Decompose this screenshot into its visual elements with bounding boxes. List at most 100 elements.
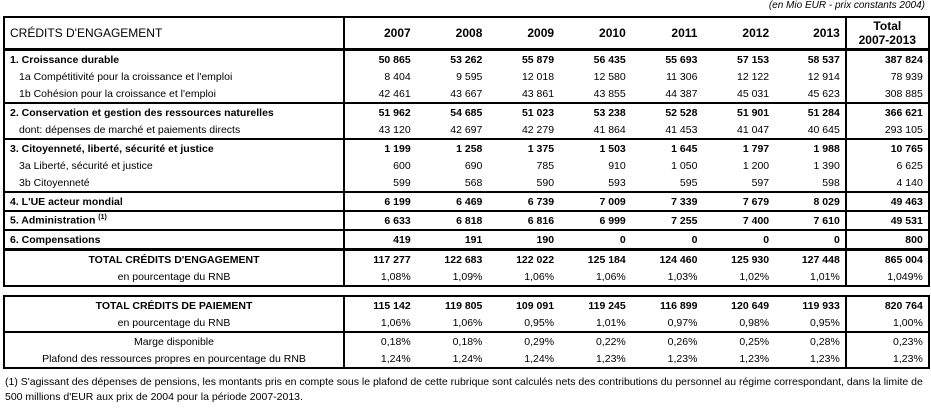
row-label: 1. Croissance durable	[4, 49, 345, 68]
value-cell: 51 901	[702, 102, 775, 121]
year-header: 2011	[630, 17, 703, 51]
value-cell: 1,06%	[380, 316, 411, 329]
row-label-text: TOTAL CRÉDITS D'ENGAGEMENT	[88, 253, 260, 266]
value-cell: 53 238	[559, 102, 631, 121]
value-cell: 0,22%	[559, 331, 631, 350]
value-cell: 43 855	[593, 87, 626, 100]
value-cell: 1,03%	[667, 270, 698, 283]
commitments-table: CRÉDITS D'ENGAGEMENT 2007 2008 2009 2010…	[3, 16, 930, 287]
total-header-line2: 2007-2013	[858, 33, 916, 47]
value-cell: 1 988	[774, 138, 846, 157]
value-cell: 120 649	[731, 299, 770, 312]
value-cell: 7 679	[702, 191, 775, 211]
table-row: Plafond des ressources propres en pource…	[4, 350, 929, 368]
value-cell: 0,18%	[344, 331, 416, 350]
value-cell: 6 199	[344, 191, 416, 211]
value-cell: 6 816	[487, 210, 560, 230]
value-cell: 910	[608, 159, 626, 172]
value-cell: 119 245	[588, 299, 626, 312]
value-cell: 54 685	[415, 102, 488, 121]
value-cell: 51 962	[344, 102, 416, 121]
row-label: en pourcentage du RNB	[4, 314, 345, 332]
value-cell: 1,23%	[595, 352, 626, 365]
value-cell: 1,09%	[452, 270, 483, 283]
value-cell: 1 200	[742, 159, 770, 172]
table-row: TOTAL CRÉDITS D'ENGAGEMENT 117 277 122 683…	[4, 248, 929, 268]
value-cell: 1 258	[415, 138, 488, 157]
value-cell: 1,06%	[595, 270, 626, 283]
value-cell: 109 091	[516, 299, 555, 312]
row-label: 6. Compensations	[4, 229, 345, 250]
value-cell: 119 805	[444, 299, 483, 312]
year-header: 2008	[415, 17, 488, 51]
value-cell: 0,26%	[630, 331, 703, 350]
value-cell: 127 448	[774, 248, 846, 268]
value-cell: 0,95%	[810, 316, 840, 329]
value-cell: 1 390	[813, 159, 840, 172]
row-label-text: TOTAL CRÉDITS DE PAIEMENT	[95, 299, 253, 312]
value-cell: 43 120	[378, 123, 411, 136]
value-cell: 12 914	[807, 70, 840, 83]
total-cell: 78 939	[844, 68, 929, 85]
row-label-text: en pourcentage du RNB	[117, 270, 231, 283]
value-cell: 122 022	[487, 248, 560, 268]
value-cell: 6 999	[559, 210, 631, 230]
table-row: en pourcentage du RNB 1,08% 1,09% 1,06% 1,06…	[4, 268, 929, 286]
value-cell: 6 739	[487, 191, 560, 211]
value-cell: 1 797	[702, 138, 775, 157]
value-cell: 1,02%	[739, 270, 770, 283]
row-label: 5. Administration (1)	[4, 210, 345, 230]
row-label-text: 1. Croissance durable	[10, 53, 120, 66]
value-cell: 1 375	[487, 138, 560, 157]
total-header-line1: Total	[873, 19, 902, 33]
value-cell: 119 933	[802, 299, 840, 312]
table-row: 1a Compétitivité pour la croissance et l…	[4, 68, 929, 85]
value-cell: 57 153	[737, 53, 770, 66]
value-cell: 55 879	[521, 53, 555, 66]
table-row: 3a Liberté, sécurité et justice 600 690 785…	[4, 157, 929, 174]
value-cell: 1,01%	[595, 316, 626, 329]
value-cell: 9 595	[456, 70, 483, 83]
value-cell: 593	[608, 176, 626, 189]
row-label-text: 3b Citoyenneté	[19, 176, 90, 189]
value-cell: 122 683	[415, 248, 488, 268]
value-cell: 1,23%	[810, 352, 840, 365]
year-header: 2013	[774, 17, 846, 51]
footnote: (1) S'agissant des dépenses de pensions,…	[5, 376, 923, 403]
total-cell: 800	[844, 229, 929, 250]
header-label: CRÉDITS D'ENGAGEMENT	[4, 17, 345, 51]
value-cell: 50 865	[378, 53, 411, 66]
value-cell: 125 930	[702, 248, 775, 268]
value-cell: 40 645	[807, 123, 840, 136]
value-cell: 117 277	[344, 248, 416, 268]
value-cell: 0,25%	[702, 331, 775, 350]
value-cell: 1,24%	[380, 352, 411, 365]
row-label: Marge disponible	[4, 331, 345, 350]
total-cell: 10 765	[844, 138, 929, 157]
value-cell: 1,24%	[452, 352, 483, 365]
total-cell: 366 621	[844, 102, 929, 121]
table-header: CRÉDITS D'ENGAGEMENT 2007 2008 2009 2010…	[4, 17, 929, 51]
value-cell: 0,18%	[415, 331, 488, 350]
total-cell: 49 463	[844, 191, 929, 211]
value-cell: 55 693	[665, 53, 698, 66]
value-cell: 0,98%	[739, 316, 770, 329]
row-label: 1a Compétitivité pour la croissance et l…	[4, 68, 345, 85]
row-label-text: 4. L'UE acteur mondial	[10, 195, 123, 208]
total-cell: 865 004	[844, 248, 929, 268]
value-cell: 419	[344, 229, 416, 250]
year-header: 2012	[702, 17, 775, 51]
row-label: 4. L'UE acteur mondial	[4, 191, 345, 211]
total-header: Total 2007-2013	[844, 17, 929, 51]
value-cell: 42 697	[450, 123, 483, 136]
value-cell: 42 279	[521, 123, 555, 136]
value-cell: 0,97%	[667, 316, 698, 329]
total-cell: 1,00%	[844, 314, 929, 332]
value-cell: 7 400	[702, 210, 775, 230]
total-cell: 387 824	[844, 49, 929, 68]
table-row: 2. Conservation et gestion des ressource…	[4, 102, 929, 121]
value-cell: 1 199	[344, 138, 416, 157]
row-label: Plafond des ressources propres en pource…	[4, 350, 345, 368]
row-label-text: 3. Citoyenneté, liberté, sécurité et jus…	[10, 142, 214, 155]
row-label-text: Plafond des ressources propres en pource…	[42, 352, 306, 365]
